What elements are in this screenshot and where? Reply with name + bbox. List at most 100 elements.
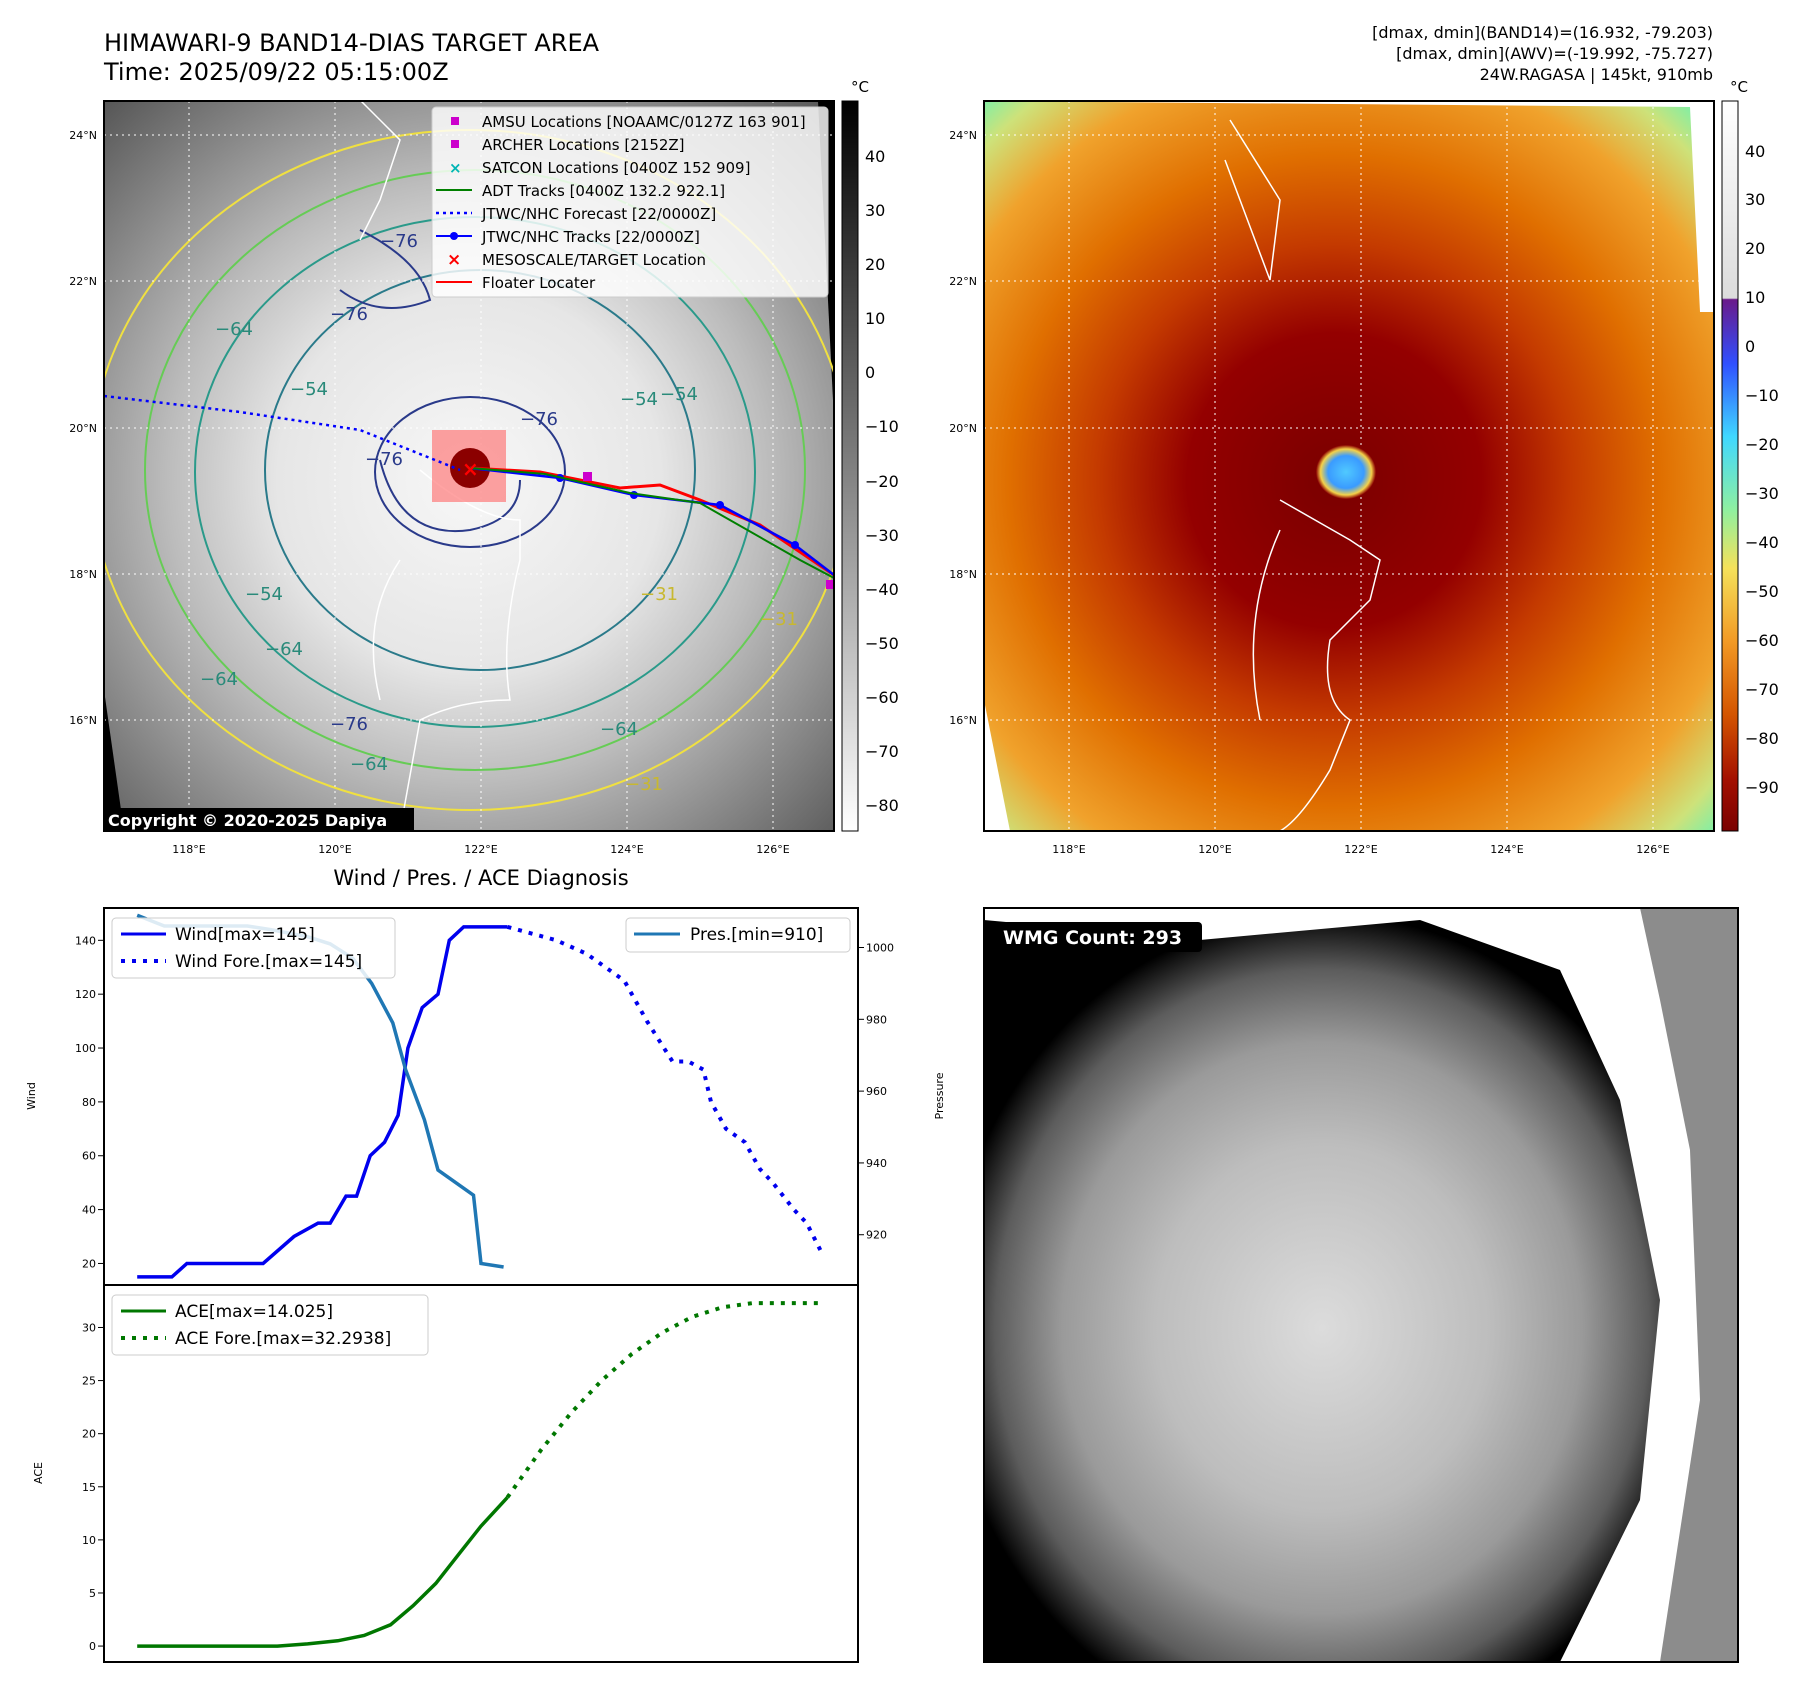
ace-chart-frame [103,1284,859,1663]
axis-tick-label: 30 [82,1321,96,1334]
gray-colorbar-tick: −30 [865,526,899,545]
gray-colorbar-tick: 0 [865,363,875,382]
wind-fore-legend-label: Wind Fore.[max=145] [175,952,362,972]
lat-tick: 18°N [69,568,97,581]
color-colorbar-tick: −60 [1745,631,1779,650]
axis-tick-label: 120 [75,988,96,1001]
legend-box [431,106,829,298]
axis-tick-label: 960 [866,1085,887,1098]
coastlines [359,101,521,831]
map-legend: AMSU Locations [NOAAMC/0127Z 163 901] AR… [431,106,829,298]
contour-label: −64 [200,669,238,690]
jtwc-forecast-track [104,394,461,472]
gray-colorbar-tick: 40 [865,147,885,166]
color-colorbar-tick: −80 [1745,729,1779,748]
gray-colorbar-unit: °C [851,78,869,96]
contour-label: −76 [365,449,403,470]
lat-tick: 16°N [949,714,977,727]
gray-colorbar-tick: −70 [865,742,899,761]
contour-label: −64 [600,719,638,740]
axis-tick-label: 140 [75,934,96,947]
lat-tick: 18°N [949,568,977,581]
color-colorbar [1721,100,1739,832]
axis-tick-label: 10 [82,1534,96,1547]
ace-fore-legend-label: ACE Fore.[max=32.2938] [175,1329,391,1349]
contour-label: −64 [265,639,303,660]
color-ir-map: 24°N 22°N 20°N 18°N 16°N 118°E 120°E 122… [949,78,1779,856]
color-colorbar-tick: −10 [1745,386,1779,405]
wind-line [137,925,508,1279]
color-colorbar-unit: °C [1730,78,1748,96]
color-colorbar-tick: 10 [1745,288,1765,307]
satcon-legend-icon: × [449,159,462,177]
wind-pressure-chart: Wind Pressure 140 120 100 80 60 40 20 1000 980 9… [25,907,946,1286]
archer-legend-icon [451,140,459,148]
color-colorbar-tick: 0 [1745,337,1755,356]
gray-colorbar-tick: 10 [865,309,885,328]
lon-tick: 118°E [1052,843,1085,856]
axis-tick-label: 0 [89,1640,96,1653]
copyright-text: Copyright © 2020-2025 Dapiya [108,811,387,830]
legend-satcon: SATCON Locations [0400Z 152 909] [482,159,750,177]
pres-legend-label: Pres.[min=910] [690,925,823,945]
info-band14: [dmax, dmin](BAND14)=(16.932, -79.203) [1372,23,1713,42]
ace-chart: ACE 30 25 20 15 10 5 0 ACE[max=14.025] ACE For… [32,1284,859,1663]
gray-colorbar-tick: −80 [865,796,899,815]
color-colorbar-tick: 20 [1745,239,1765,258]
lat-tick: 24°N [69,129,97,142]
contour-label: −54 [245,584,283,605]
grayscale-ir-map: −76 −76 −76 −76 −76 −64 −54 −54 −54 −54 … [69,78,899,856]
ace-legend-box [111,1294,429,1356]
wind-y-ticks: 140 120 100 80 60 40 20 [75,934,104,1270]
color-colorbar-tick: 30 [1745,190,1765,209]
lon-tick: 122°E [1344,843,1377,856]
axis-tick-label: 25 [82,1375,96,1388]
contour-label: −54 [660,384,698,405]
storm-eye-color [1316,445,1376,499]
lat-tick: 22°N [69,275,97,288]
lat-tick: 24°N [949,129,977,142]
contour-label: −76 [330,304,368,325]
legend-adt: ADT Tracks [0400Z 132.2 922.1] [482,182,725,200]
contour-label: −76 [520,409,558,430]
wind-axis-label: Wind [25,1082,38,1110]
mesoscale-legend-icon: × [447,250,461,270]
color-gridlines [984,101,1714,831]
lon-tick: 118°E [172,843,205,856]
legend-floater: Floater Locater [482,274,596,292]
lon-tick: 122°E [464,843,497,856]
pres-legend-box [625,917,851,953]
archer-location-marker [583,472,592,481]
lat-tick: 22°N [949,275,977,288]
legend-mesoscale: MESOSCALE/TARGET Location [482,251,706,269]
gray-colorbar-tick: −50 [865,634,899,653]
taiwan-coast-b [1224,119,1281,281]
axis-tick-label: 100 [75,1042,96,1055]
amsu-location-marker [826,580,834,589]
color-colorbar-tick: −70 [1745,680,1779,699]
taiwan-coast [359,101,401,241]
contour-navy-north [339,229,432,309]
axis-tick-label: 40 [82,1204,96,1217]
gray-colorbar-tick: −40 [865,580,899,599]
ace-y-ticks: 30 25 20 15 10 5 0 [82,1321,104,1653]
lon-tick: 124°E [1490,843,1523,856]
map-a-frame [103,100,835,832]
adt-track [469,467,834,579]
luzon-coast-b [1252,499,1381,831]
contour-navy [374,396,566,548]
color-colorbar-tick: −50 [1745,582,1779,601]
ace-line [137,1496,509,1648]
legend-amsu: AMSU Locations [NOAAMC/0127Z 163 901] [482,113,806,131]
wind-legend-label: Wind[max=145] [175,925,315,945]
contour-label: −31 [640,584,678,605]
tracks-legend-dot [450,232,458,240]
color-colorbar-tick: −90 [1745,778,1779,797]
info-awv: [dmax, dmin](AWV)=(-19.992, -75.727) [1396,44,1713,63]
color-colorbar-tick: −30 [1745,484,1779,503]
lon-tick: 126°E [1636,843,1669,856]
mesoscale-target-marker: × [462,457,479,481]
contour-label: −64 [350,754,388,775]
axis-tick-label: 60 [82,1150,96,1163]
wmg-label-box [996,922,1202,952]
